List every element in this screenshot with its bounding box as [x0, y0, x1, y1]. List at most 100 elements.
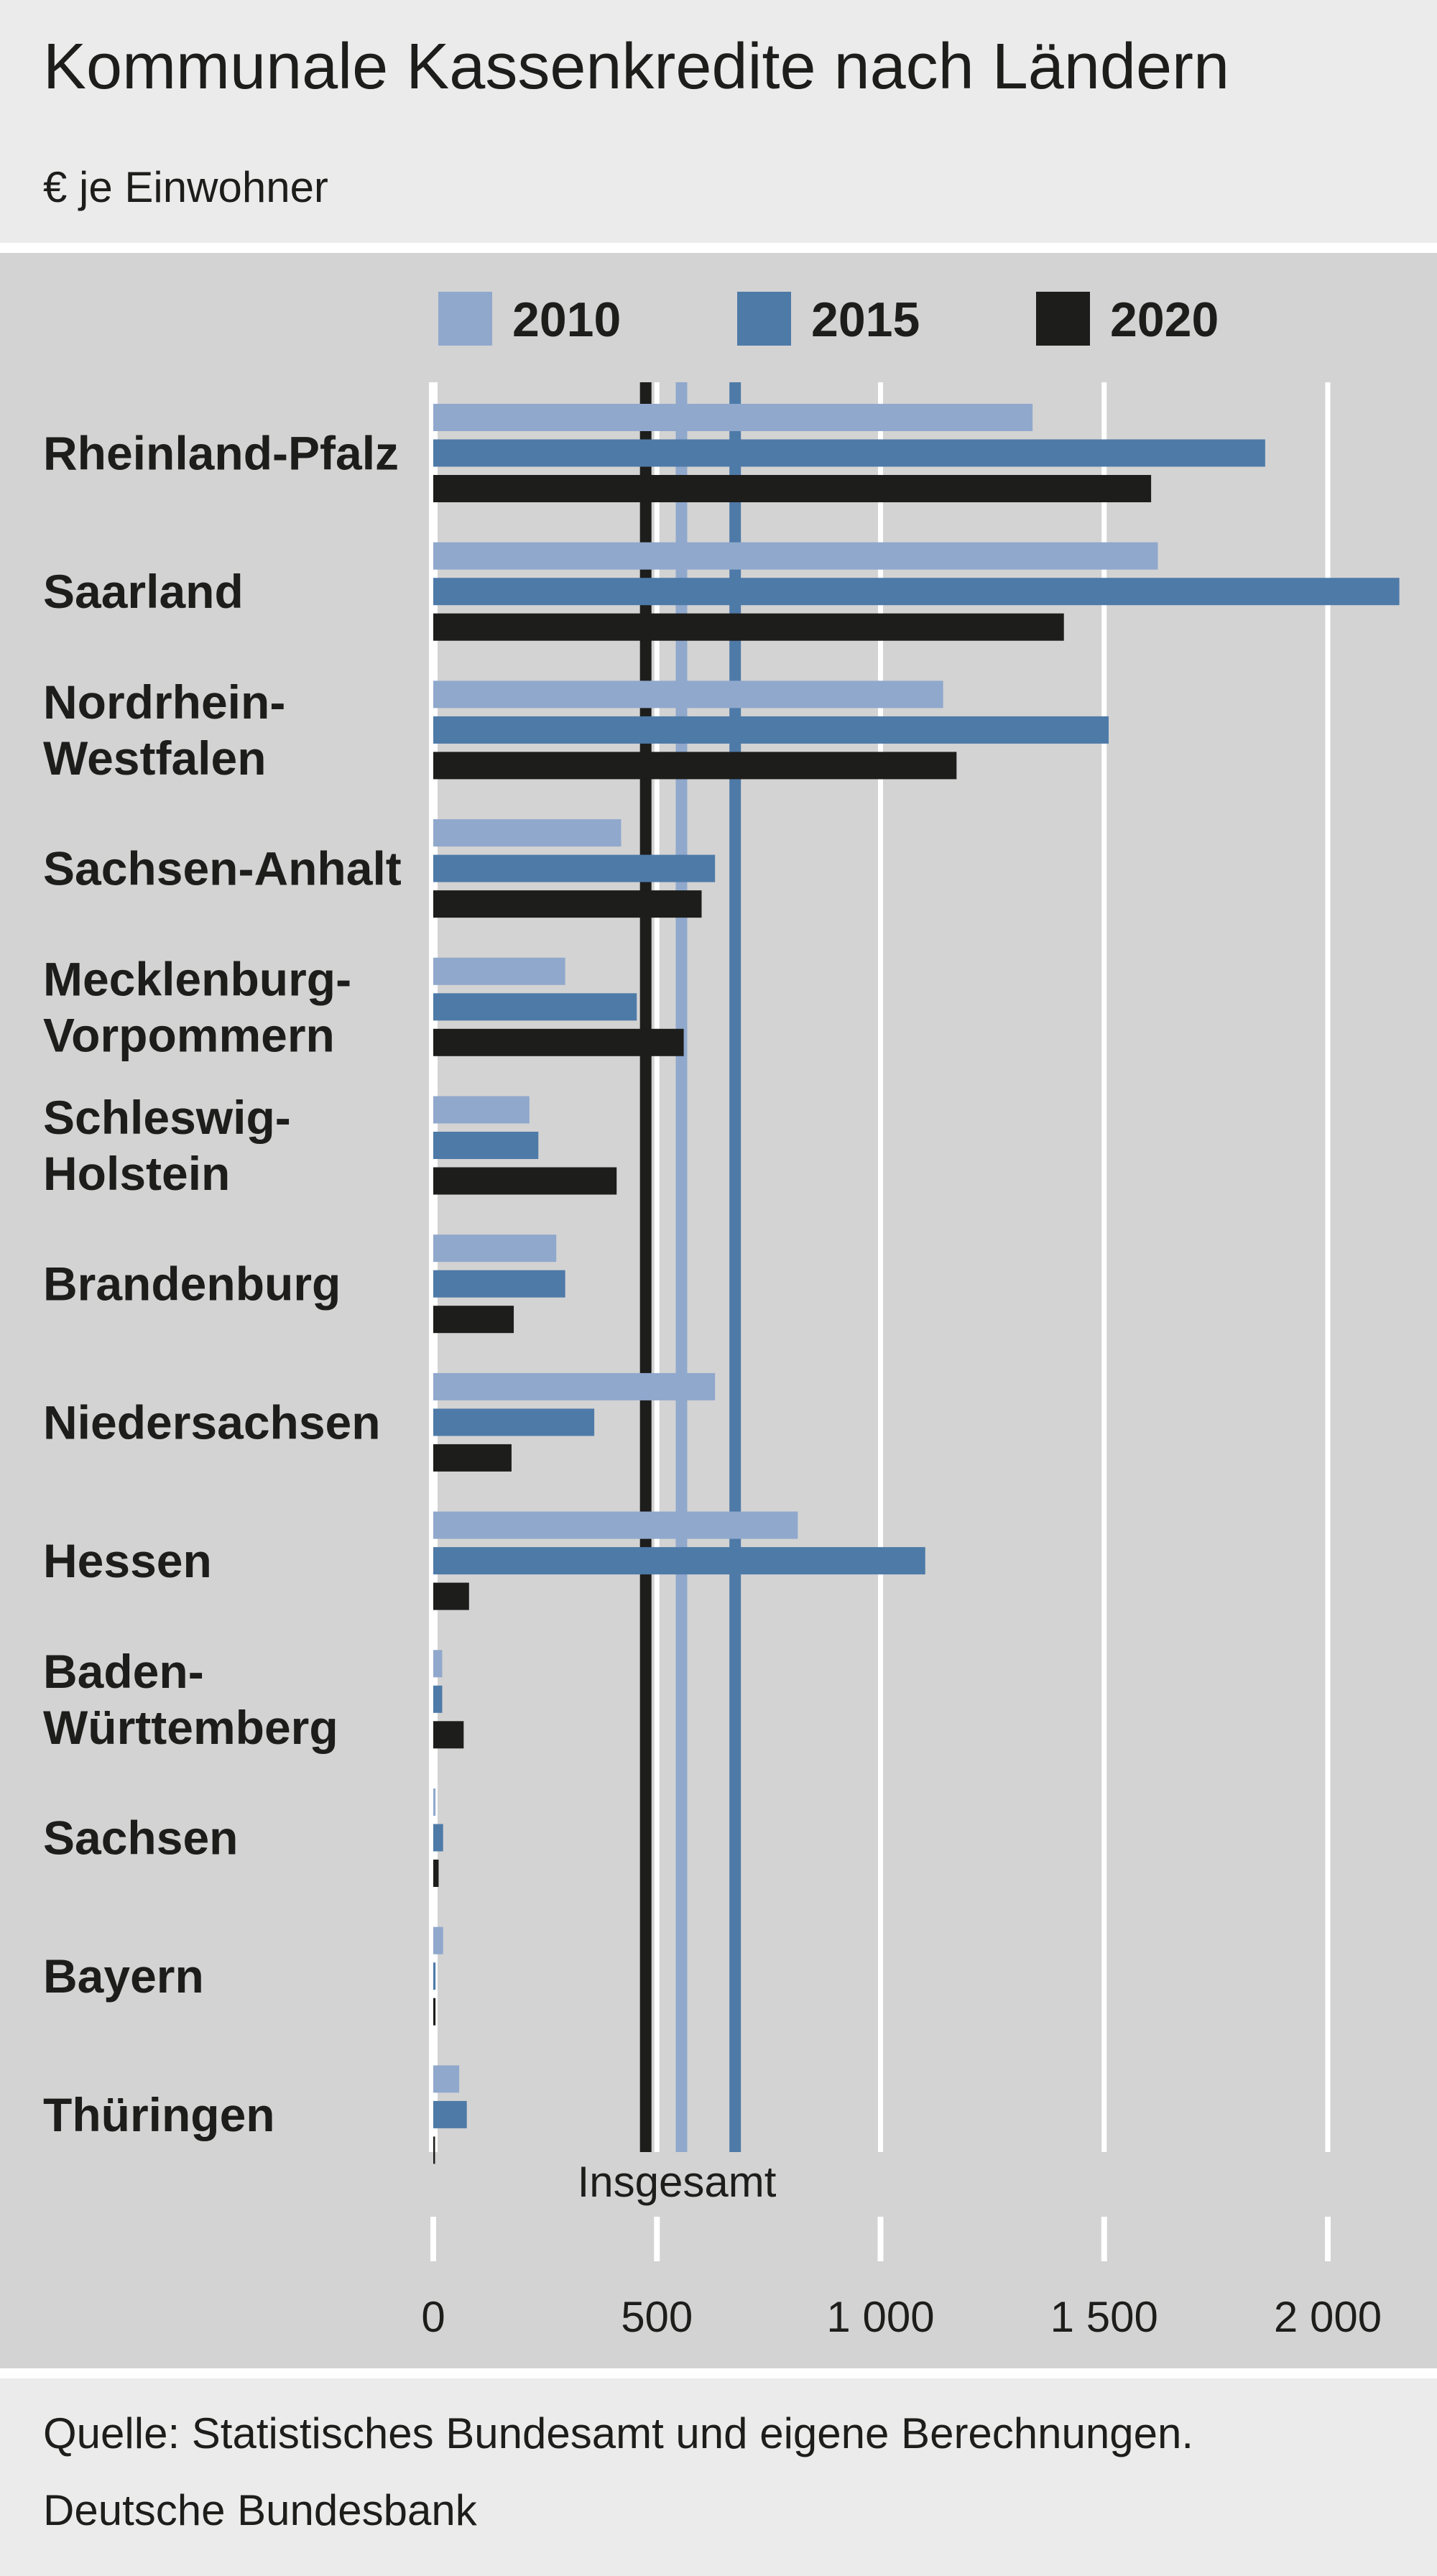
- category-label-line: Vorpommern: [43, 1008, 335, 1061]
- category-label-line: Holstein: [43, 1147, 230, 1200]
- gridline-1500: [1101, 382, 1107, 2152]
- bar-2020-2: [433, 752, 957, 780]
- tick-mark-2000: [1325, 2217, 1331, 2261]
- bar-2010-10: [433, 1788, 436, 1816]
- tick-label-500: 500: [621, 2293, 693, 2341]
- legend-label-2010: 2010: [512, 292, 621, 347]
- source-note: Quelle: Statistisches Bundesamt und eige…: [43, 2409, 1194, 2457]
- category-label: Nordrhein-Westfalen: [43, 675, 285, 785]
- bars: [433, 404, 1400, 2164]
- bar-2010-5: [433, 1096, 530, 1124]
- gridline-2000: [1325, 382, 1331, 2152]
- bar-2010-1: [433, 542, 1158, 570]
- bar-2010-4: [433, 957, 565, 985]
- bar-2015-10: [433, 1824, 443, 1852]
- tick-mark-0: [430, 2217, 436, 2261]
- bar-2010-12: [433, 2065, 460, 2093]
- bar-2010-7: [433, 1372, 716, 1400]
- category-label: Baden-Württemberg: [43, 1645, 338, 1754]
- category-label-line: Nordrhein-: [43, 675, 285, 729]
- bar-2015-3: [433, 854, 716, 882]
- category-label-line: Saarland: [43, 565, 244, 618]
- category-label-line: Niedersachsen: [43, 1395, 381, 1449]
- reference-line-2010: [675, 382, 688, 2152]
- category-label-line: Baden-: [43, 1645, 204, 1698]
- tick-label-1500: 1 500: [1050, 2293, 1158, 2341]
- bar-2015-5: [433, 1132, 539, 1159]
- bar-chart: Rheinland-Pfalz Saarland Nordrhein-Westfal…: [43, 292, 1400, 2341]
- bar-2020-6: [433, 1306, 514, 1334]
- category-label-line: Mecklenburg-: [43, 952, 351, 1005]
- legend-label-2015: 2015: [811, 292, 920, 347]
- category-label: Brandenburg: [43, 1257, 341, 1311]
- bar-2015-7: [433, 1408, 595, 1436]
- bar-2010-6: [433, 1234, 557, 1262]
- bar-2010-11: [433, 1926, 443, 1954]
- bottom-divider: [0, 2368, 1437, 2378]
- reference-line-2020: [639, 382, 652, 2152]
- bar-2010-3: [433, 819, 622, 847]
- bar-2010-2: [433, 680, 943, 708]
- tick-label-2000: 2 000: [1274, 2293, 1382, 2341]
- bar-2015-12: [433, 2100, 467, 2128]
- bar-2020-9: [433, 1721, 464, 1749]
- category-label: Bayern: [43, 1949, 204, 2003]
- bar-2020-11: [433, 1998, 436, 2026]
- bar-2015-4: [433, 993, 637, 1021]
- top-divider: [0, 243, 1437, 253]
- tick-mark-500: [654, 2217, 660, 2261]
- bar-2010-8: [433, 1511, 798, 1539]
- bar-2020-3: [433, 890, 702, 918]
- category-label-line: Sachsen-Anhalt: [43, 842, 402, 895]
- category-label-line: Rheinland-Pfalz: [43, 427, 399, 480]
- category-label: Sachsen: [43, 1811, 238, 1865]
- category-label: Sachsen-Anhalt: [43, 842, 402, 895]
- tick-mark-1500: [1101, 2217, 1107, 2261]
- legend-label-2020: 2020: [1110, 292, 1219, 347]
- category-label: Mecklenburg-Vorpommern: [43, 952, 351, 1061]
- publisher-name: Deutsche Bundesbank: [43, 2486, 477, 2534]
- legend: 2010 2015 2020: [438, 292, 1219, 347]
- category-label-line: Hessen: [43, 1534, 212, 1587]
- gridlines: [429, 382, 1331, 2152]
- category-label-line: Württemberg: [43, 1701, 338, 1754]
- bar-2020-0: [433, 475, 1152, 502]
- bar-2020-5: [433, 1167, 617, 1195]
- bar-2020-8: [433, 1582, 469, 1610]
- bar-2010-9: [433, 1650, 443, 1678]
- category-label: Saarland: [43, 565, 244, 618]
- bar-2015-9: [433, 1685, 443, 1713]
- bar-2010-0: [433, 404, 1033, 431]
- tick-label-0: 0: [421, 2293, 445, 2341]
- legend-swatch-2015: [737, 292, 791, 346]
- bar-2020-7: [433, 1444, 512, 1472]
- x-axis: 0 500 1 000 1 500 2 000: [421, 2217, 1382, 2341]
- category-label: Rheinland-Pfalz: [43, 427, 399, 480]
- chart-title: Kommunale Kassenkredite nach Ländern: [43, 31, 1230, 103]
- category-label: Thüringen: [43, 2088, 275, 2141]
- bar-2015-1: [433, 578, 1400, 606]
- plot-background: [0, 253, 1437, 2368]
- category-label: Schleswig-Holstein: [43, 1091, 291, 1200]
- gridline-500: [654, 382, 660, 2152]
- bar-2020-10: [433, 1860, 439, 1887]
- bar-2015-2: [433, 716, 1109, 744]
- reference-label: Insgesamt: [578, 2158, 777, 2206]
- category-label: Niedersachsen: [43, 1395, 381, 1449]
- category-label-line: Thüringen: [43, 2088, 275, 2141]
- category-label-line: Westfalen: [43, 731, 267, 785]
- chart-subtitle: € je Einwohner: [43, 163, 328, 211]
- bar-2015-11: [433, 1962, 436, 1990]
- category-label-line: Bayern: [43, 1949, 204, 2003]
- bar-2020-12: [433, 2136, 435, 2164]
- legend-swatch-2010: [438, 292, 492, 346]
- reference-line-2015: [729, 382, 741, 2152]
- category-label-line: Schleswig-: [43, 1091, 291, 1144]
- bar-2015-6: [433, 1270, 565, 1298]
- category-label-line: Sachsen: [43, 1811, 238, 1865]
- tick-mark-1000: [877, 2217, 884, 2261]
- category-labels: Rheinland-Pfalz Saarland Nordrhein-Westfal…: [43, 427, 402, 2141]
- category-label: Hessen: [43, 1534, 212, 1587]
- bar-2020-1: [433, 613, 1064, 641]
